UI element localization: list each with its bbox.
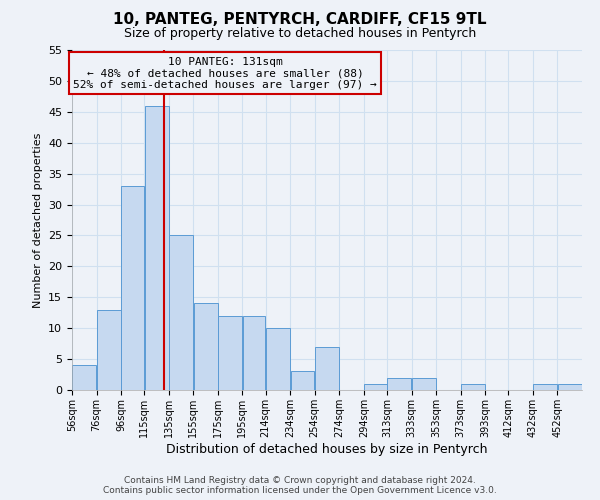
Bar [315,346,339,390]
Text: Size of property relative to detached houses in Pentyrch: Size of property relative to detached ho… [124,28,476,40]
Bar [558,384,581,390]
Bar [73,366,96,390]
Text: 10 PANTEG: 131sqm
← 48% of detached houses are smaller (88)
52% of semi-detached: 10 PANTEG: 131sqm ← 48% of detached hous… [73,57,377,90]
Bar [266,328,290,390]
Bar [388,378,411,390]
Bar [97,310,121,390]
Bar [290,372,314,390]
Bar [218,316,242,390]
Bar [121,186,144,390]
Bar [145,106,169,390]
Bar [169,236,193,390]
Bar [364,384,387,390]
Y-axis label: Number of detached properties: Number of detached properties [32,132,43,308]
Bar [194,304,218,390]
Bar [461,384,485,390]
Text: Contains HM Land Registry data © Crown copyright and database right 2024.
Contai: Contains HM Land Registry data © Crown c… [103,476,497,495]
Text: 10, PANTEG, PENTYRCH, CARDIFF, CF15 9TL: 10, PANTEG, PENTYRCH, CARDIFF, CF15 9TL [113,12,487,28]
Bar [412,378,436,390]
Bar [533,384,557,390]
X-axis label: Distribution of detached houses by size in Pentyrch: Distribution of detached houses by size … [166,442,488,456]
Bar [243,316,265,390]
